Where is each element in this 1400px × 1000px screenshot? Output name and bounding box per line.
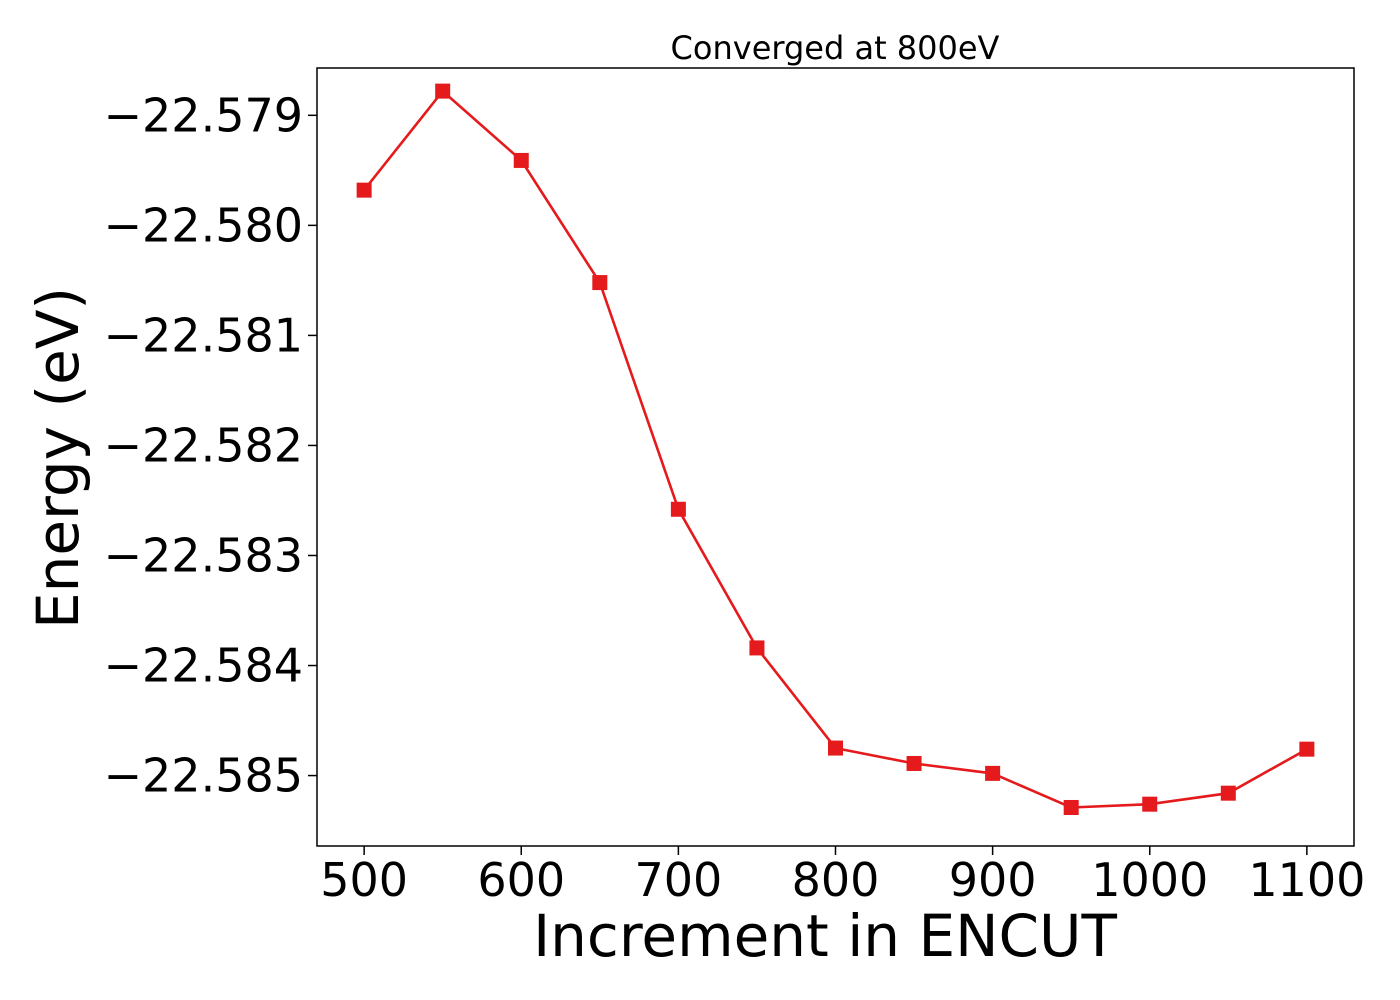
data-point-marker [356, 182, 372, 198]
y-tick-label: −22.584 [104, 639, 304, 693]
y-tick-label: −22.580 [104, 198, 304, 252]
y-axis-label: Energy (eV) [24, 287, 92, 629]
x-axis-label: Increment in ENCUT [533, 902, 1117, 970]
data-point-marker [1063, 799, 1079, 815]
data-point-marker [828, 740, 843, 756]
x-tick-label: 1000 [1091, 853, 1208, 907]
x-axis: 500 600 700 800 900 1000 1100 [320, 846, 1365, 907]
data-point-marker [749, 640, 765, 656]
y-tick-label: −22.582 [104, 418, 304, 472]
chart-title: Converged at 800eV [671, 29, 1000, 67]
x-tick-label: 600 [477, 853, 565, 907]
data-point-marker [670, 501, 686, 517]
y-tick-label: −22.583 [104, 528, 304, 582]
plot-frame [316, 67, 1355, 847]
data-point-marker [1299, 741, 1315, 757]
data-point-marker [592, 275, 608, 291]
y-tick-label: −22.581 [104, 308, 304, 362]
data-point-marker [435, 83, 451, 99]
y-tick-label: −22.585 [104, 749, 304, 803]
data-point-marker [1142, 796, 1158, 812]
data-point-marker [513, 152, 529, 168]
y-tick-label: −22.579 [104, 88, 304, 142]
x-tick-label: 500 [320, 853, 408, 907]
plot-area [356, 83, 1315, 815]
data-point-marker [1220, 785, 1236, 801]
series-line [363, 89, 1308, 809]
x-tick-label: 900 [949, 853, 1037, 907]
data-point-marker [906, 755, 922, 771]
x-tick-label: 1100 [1248, 853, 1365, 907]
data-point-marker [985, 765, 1001, 781]
y-axis: −22.579 −22.580 −22.581 −22.582 −22.583 −22.5… [104, 88, 317, 803]
x-tick-label: 800 [792, 853, 880, 907]
x-tick-label: 700 [634, 853, 722, 907]
